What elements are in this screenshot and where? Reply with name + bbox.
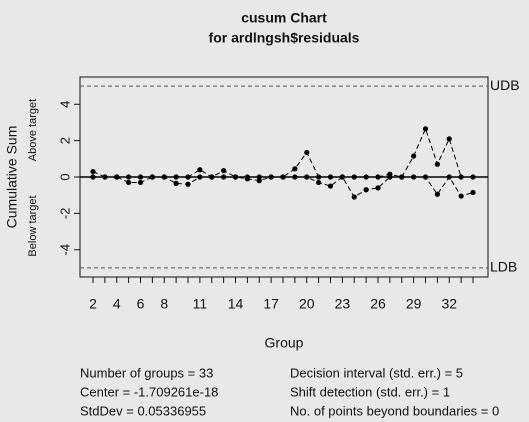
x-tick-label: 6 (137, 296, 145, 312)
chart-title: cusum Chart (241, 10, 327, 26)
cusum-point (173, 180, 179, 186)
cusum-point (446, 136, 452, 142)
cusum-point (114, 174, 120, 180)
cusum-point (470, 174, 476, 180)
cusum-point (434, 191, 440, 197)
cusum-point (126, 179, 132, 186)
cusum-point (351, 194, 357, 200)
cusum-point (137, 174, 144, 180)
cusum-point (232, 174, 239, 180)
cusum-point (339, 174, 345, 180)
stat: StdDev = 0.05336955 (80, 403, 206, 418)
limit-label: LDB (490, 259, 517, 275)
y-tick-label: -2 (57, 208, 72, 220)
cusum-point (304, 149, 310, 156)
cusum-point (363, 174, 369, 180)
cusum-point (102, 174, 108, 180)
cusum-point (446, 174, 452, 180)
cusum-point (327, 174, 334, 180)
cusum-point (137, 179, 144, 186)
cusum-point (399, 174, 405, 180)
cusum-line (93, 176, 474, 198)
cusum-point (292, 166, 298, 172)
chart-subtitle: for ardlngsh$residuals (209, 30, 360, 46)
cusum-point (173, 174, 179, 180)
cusum-point (411, 174, 417, 180)
x-tick-label: 8 (160, 296, 168, 312)
cusum-point (126, 174, 132, 180)
cusum-point (304, 174, 310, 180)
cusum-point (185, 181, 191, 187)
cusum-point (458, 174, 464, 180)
cusum-point (470, 189, 476, 196)
cusum-point (292, 174, 298, 180)
cusum-point (185, 174, 191, 180)
limit-label: UDB (490, 77, 520, 93)
cusum-point (197, 174, 203, 180)
y-tick-label: 2 (57, 137, 72, 144)
cusum-point (434, 161, 440, 167)
y-below-label: Below target (27, 195, 39, 256)
x-tick-label: 32 (441, 296, 457, 312)
y-tick-label: -4 (57, 244, 72, 256)
cusum-point (327, 183, 334, 189)
cusum-point (268, 174, 274, 180)
cusum-point (244, 176, 250, 182)
cusum-point (422, 126, 429, 132)
x-tick-label: 4 (113, 296, 121, 312)
cusum-point (458, 193, 464, 199)
cusum-point (316, 179, 322, 186)
stat: No. of points beyond boundaries = 0 (290, 403, 499, 418)
cusum-point (90, 168, 96, 175)
cusum-point (411, 153, 417, 159)
y-tick-label: 4 (57, 101, 72, 108)
y-tick-label: 0 (57, 173, 72, 180)
x-tick-label: 23 (335, 296, 351, 312)
cusum-point (221, 168, 227, 174)
x-tick-label: 17 (263, 296, 279, 312)
cusum-point (280, 174, 286, 180)
cusum-point (90, 174, 96, 180)
x-tick-label: 14 (228, 296, 244, 312)
cusum-point (422, 174, 429, 180)
cusum-point (363, 187, 369, 193)
stat: Shift detection (std. err.) = 1 (290, 384, 450, 399)
cusum-point (375, 174, 381, 180)
x-tick-label: 29 (406, 296, 422, 312)
cusum-point (256, 174, 262, 180)
x-tick-label: 2 (89, 296, 97, 312)
cusum-line (92, 127, 473, 178)
cusum-point (387, 174, 393, 180)
x-tick-label: 11 (193, 296, 208, 312)
stat: Decision interval (std. err.) = 5 (290, 365, 463, 380)
cusum-point (149, 174, 155, 180)
stat: Number of groups = 33 (80, 365, 213, 380)
cusum-point (161, 174, 167, 180)
cusum-point (351, 174, 357, 180)
cusum-point (256, 178, 262, 184)
cusum-point (197, 167, 203, 173)
x-tick-label: 20 (299, 296, 315, 312)
y-above-label: Above target (27, 99, 39, 161)
y-axis-label: Cumulative Sum (4, 126, 20, 229)
cusum-point (316, 174, 322, 180)
cusum-point (221, 174, 227, 180)
x-tick-label: 26 (370, 296, 386, 312)
stat: Center = -1.709261e-18 (80, 384, 218, 399)
cusum-point (209, 174, 215, 180)
x-axis-label: Group (265, 335, 304, 351)
cusum-point (375, 185, 381, 191)
